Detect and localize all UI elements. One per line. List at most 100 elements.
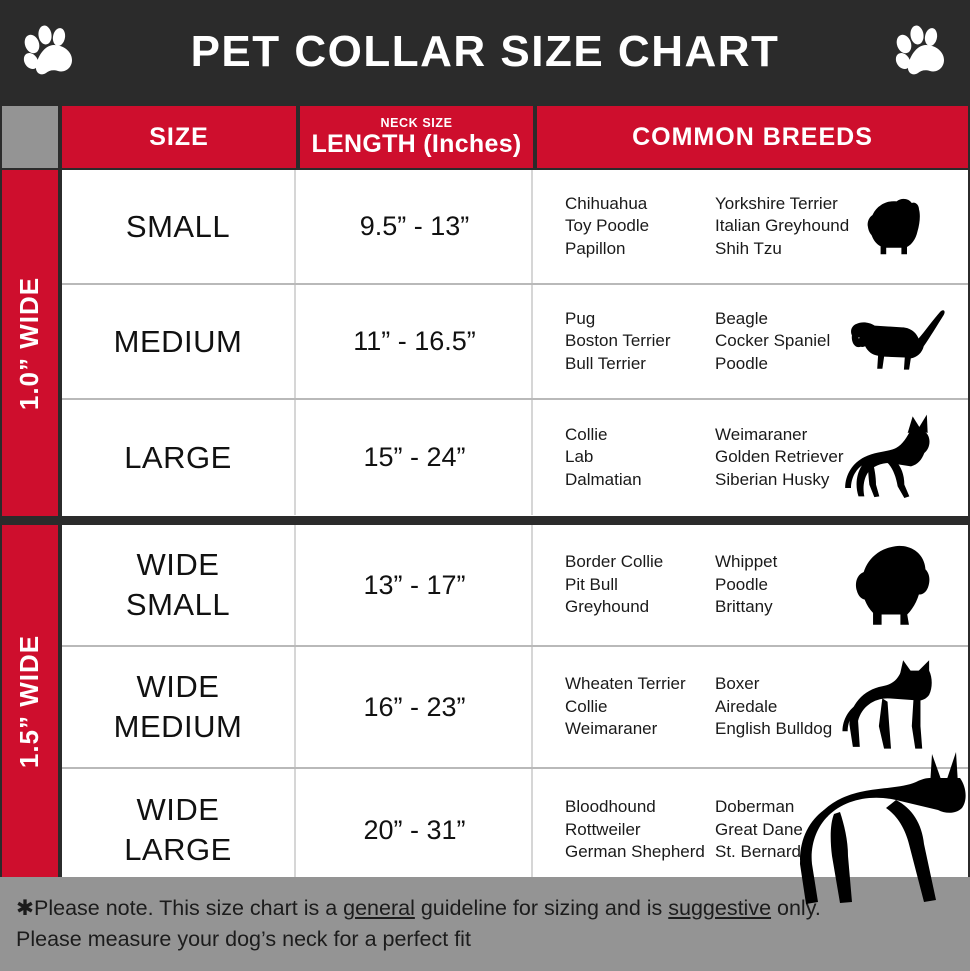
row-size-label-line1: WIDE	[136, 792, 220, 828]
breed-item: Pit Bull	[565, 574, 618, 594]
breed-item: Greyhound	[565, 597, 650, 617]
width-group-2-label: 1.5” WIDE	[2, 525, 58, 877]
row-size-label-line2: MEDIUM	[113, 709, 243, 744]
breed-item: Weimaraner	[565, 719, 658, 739]
bulldog-silhouette-icon	[818, 525, 964, 645]
footer-note-line-1: ✱Please note. This size chart is a gener…	[16, 893, 954, 924]
row-size-label-line1: WIDE	[136, 669, 220, 705]
footer-note-line-2: Please measure your dog’s neck for a per…	[16, 927, 471, 952]
breed-list-column-a: Bloodhound Rottweiler German Shepherd	[565, 796, 705, 864]
breed-item: Papillon	[565, 238, 626, 258]
width-group-2-label-text: 1.5” WIDE	[14, 634, 45, 768]
breed-list-column-b: Yorkshire Terrier Italian Greyhound Shih…	[715, 193, 849, 261]
row-neck-length: 13” - 17”	[298, 525, 533, 645]
breed-item: Beagle	[715, 308, 768, 328]
breed-item: Bloodhound	[565, 797, 656, 817]
breed-item: Doberman	[715, 797, 795, 817]
row-breeds-cell: Bloodhound Rottweiler German Shepherd Do…	[535, 769, 968, 891]
breed-item: Brittany	[715, 597, 773, 617]
breed-item: St. Bernard	[715, 842, 801, 862]
width-group-1-label: 1.0” WIDE	[2, 170, 58, 516]
row-breeds-cell: Pug Boston Terrier Bull Terrier Beagle C…	[535, 285, 968, 398]
table-row[interactable]: SMALL 9.5” - 13” Chihuahua Toy Poodle Pa…	[62, 170, 968, 285]
width-group-1-rows: SMALL 9.5” - 13” Chihuahua Toy Poodle Pa…	[62, 170, 968, 516]
row-size-label: SMALL	[62, 170, 296, 283]
breed-item: Dalmatian	[565, 469, 642, 489]
footer-note-line-1-mid: guideline for sizing and is	[414, 896, 669, 920]
column-header-size: SIZE	[62, 106, 296, 168]
breed-list-column-a: Pug Boston Terrier Bull Terrier	[565, 308, 671, 376]
breed-list-column-b: Whippet Poodle Brittany	[715, 551, 777, 619]
row-neck-length: 16” - 23”	[298, 647, 533, 767]
row-size-label: WIDE MEDIUM	[62, 647, 296, 767]
paw-print-icon	[890, 24, 952, 82]
row-size-label-line2: SMALL	[125, 587, 231, 622]
breed-item: Chihuahua	[565, 193, 648, 213]
breed-item: Border Collie	[565, 552, 664, 572]
breed-item: Siberian Husky	[715, 469, 830, 489]
row-size-label: WIDE LARGE	[62, 769, 296, 891]
group-divider	[0, 516, 970, 525]
breed-item: Boston Terrier	[565, 331, 671, 351]
footer-note-line-1-post: only.	[771, 896, 821, 920]
breed-item: Pug	[565, 308, 596, 328]
footer-note-line-1-pre: ✱Please note. This size chart is a	[16, 896, 344, 920]
row-neck-length: 9.5” - 13”	[298, 170, 533, 283]
title-bar: PET COLLAR SIZE CHART	[0, 0, 970, 104]
row-breeds-cell: Wheaten Terrier Collie Weimaraner Boxer …	[535, 647, 968, 767]
row-size-label-line1: WIDE	[136, 547, 220, 583]
breed-item: Cocker Spaniel	[715, 331, 831, 351]
table-header-row: SIZE NECK SIZE LENGTH (Inches) COMMON BR…	[0, 106, 970, 168]
column-header-breeds: COMMON BREEDS	[537, 106, 968, 168]
row-neck-length: 15” - 24”	[298, 400, 533, 515]
table-left-edge	[0, 106, 2, 877]
column-header-length-sub: NECK SIZE	[380, 116, 453, 131]
row-neck-length: 11” - 16.5”	[298, 285, 533, 398]
breed-list-column-a: Border Collie Pit Bull Greyhound	[565, 551, 663, 619]
breed-item: Poodle	[715, 353, 768, 373]
breed-item: Shih Tzu	[715, 238, 782, 258]
table-row[interactable]: WIDE LARGE 20” - 31” Bloodhound Rottweil…	[62, 769, 968, 891]
breed-item: Rottweiler	[565, 819, 641, 839]
breed-item: Italian Greyhound	[715, 216, 850, 236]
breed-list-column-a: Chihuahua Toy Poodle Papillon	[565, 193, 649, 261]
row-size-label-line2: LARGE	[124, 832, 232, 867]
breed-item: Yorkshire Terrier	[715, 193, 838, 213]
row-breeds-cell: Border Collie Pit Bull Greyhound Whippet…	[535, 525, 968, 645]
row-size-label: MEDIUM	[62, 285, 296, 398]
table-row[interactable]: LARGE 15” - 24” Collie Lab Dalmatian Wei…	[62, 400, 968, 515]
breed-item: German Shepherd	[565, 842, 705, 862]
breed-item: Collie	[565, 696, 608, 716]
page-title: PET COLLAR SIZE CHART	[190, 27, 780, 76]
breed-item: Whippet	[715, 552, 778, 572]
breed-item: Bull Terrier	[565, 353, 646, 373]
header-corner-cell	[2, 106, 58, 168]
breed-item: Airedale	[715, 696, 778, 716]
breed-item: Lab	[565, 447, 594, 467]
table-row[interactable]: WIDE MEDIUM 16” - 23” Wheaten Terrier Co…	[62, 647, 968, 769]
breed-item: Great Dane	[715, 819, 803, 839]
width-group-2: 1.5” WIDE WIDE SMALL 13” - 17” Border Co…	[0, 525, 970, 891]
table-right-edge	[968, 106, 970, 877]
table-row[interactable]: WIDE SMALL 13” - 17” Border Collie Pit B…	[62, 525, 968, 647]
width-group-1-label-text: 1.0” WIDE	[14, 276, 45, 410]
breed-list-column-b: Doberman Great Dane St. Bernard	[715, 796, 803, 864]
footer-note-underline-general: general	[343, 896, 415, 920]
paw-print-icon	[18, 24, 80, 82]
table-row[interactable]: MEDIUM 11” - 16.5” Pug Boston Terrier Bu…	[62, 285, 968, 400]
column-header-length: NECK SIZE LENGTH (Inches)	[300, 106, 533, 168]
breed-list-column-a: Collie Lab Dalmatian	[565, 424, 642, 492]
row-size-label: WIDE SMALL	[62, 525, 296, 645]
breed-item: Collie	[565, 424, 608, 444]
breed-item: Boxer	[715, 674, 760, 694]
breed-list-column-a: Wheaten Terrier Collie Weimaraner	[565, 673, 686, 741]
row-breeds-cell: Collie Lab Dalmatian Weimaraner Golden R…	[535, 400, 968, 515]
breed-list-column-b: Boxer Airedale English Bulldog	[715, 673, 832, 741]
width-group-2-rows: WIDE SMALL 13” - 17” Border Collie Pit B…	[62, 525, 968, 891]
footer-note-underline-suggestive: suggestive	[668, 896, 772, 920]
breed-item: Toy Poodle	[565, 216, 650, 236]
width-group-1: 1.0” WIDE SMALL 9.5” - 13” Chihuahua Toy…	[0, 170, 970, 516]
row-size-label: LARGE	[62, 400, 296, 515]
row-breeds-cell: Chihuahua Toy Poodle Papillon Yorkshire …	[535, 170, 968, 283]
